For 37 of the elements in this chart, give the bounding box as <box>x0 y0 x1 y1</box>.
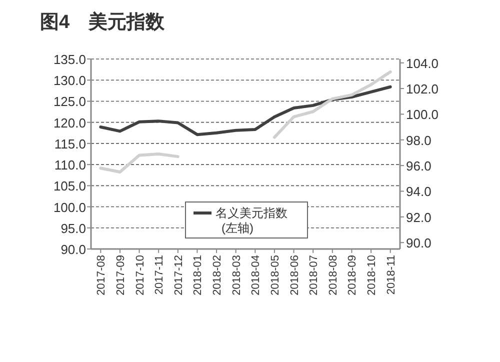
y2-tick-label: 90.0 <box>406 236 432 251</box>
y-tick-label: 105.0 <box>53 178 86 194</box>
x-tick-label: 2018-06 <box>288 255 301 296</box>
x-tick-label: 2018-05 <box>269 255 282 296</box>
x-tick-label: 2018-04 <box>250 255 262 296</box>
y2-tick-label: 92.0 <box>406 210 432 225</box>
x-tick-label: 2018-09 <box>346 255 359 296</box>
x-tick-label: 2017-10 <box>134 255 146 296</box>
y2-tick-label: 94.0 <box>406 184 432 200</box>
y-tick-label: 125.0 <box>53 94 86 110</box>
y-tick-label: 95.0 <box>60 220 86 236</box>
x-tick-label: 2018-01 <box>192 255 204 296</box>
x-tick-label: 2018-02 <box>212 255 224 296</box>
y2-tick-label: 98.0 <box>406 132 432 148</box>
y-tick-label: 110.0 <box>54 158 86 173</box>
x-tick-label: 2017-11 <box>154 255 166 295</box>
y2-tick-label: 96.0 <box>406 158 432 174</box>
y-tick-label: 130.0 <box>53 73 86 88</box>
x-tick-label: 2017-12 <box>172 255 185 296</box>
x-tick-label: 2018-07 <box>308 255 320 296</box>
x-tick-label: 2018-10 <box>366 255 378 296</box>
chart-title: 图4 美元指数 <box>40 11 166 33</box>
x-tick-label: 2018-11 <box>385 255 398 295</box>
legend-label: 名义美元指数 (左轴) <box>216 206 288 235</box>
y-tick-label: 90.0 <box>60 242 86 257</box>
line-series <box>99 85 392 136</box>
x-tick-label: 2017-08 <box>96 255 108 296</box>
y2-tick-label: 102.0 <box>406 82 439 97</box>
y-tick-label: 100.0 <box>53 200 86 215</box>
y-tick-label: 120.0 <box>53 115 86 130</box>
y-tick-label: 115.0 <box>54 136 86 152</box>
y2-tick-label: 100.0 <box>406 107 439 122</box>
y2-tick-label: 104.0 <box>406 56 439 71</box>
x-tick-label: 2018-08 <box>327 255 340 296</box>
x-tick-label: 2018-03 <box>230 255 243 296</box>
x-tick-label: 2017-09 <box>114 255 127 296</box>
y-tick-label: 135.0 <box>53 52 86 67</box>
